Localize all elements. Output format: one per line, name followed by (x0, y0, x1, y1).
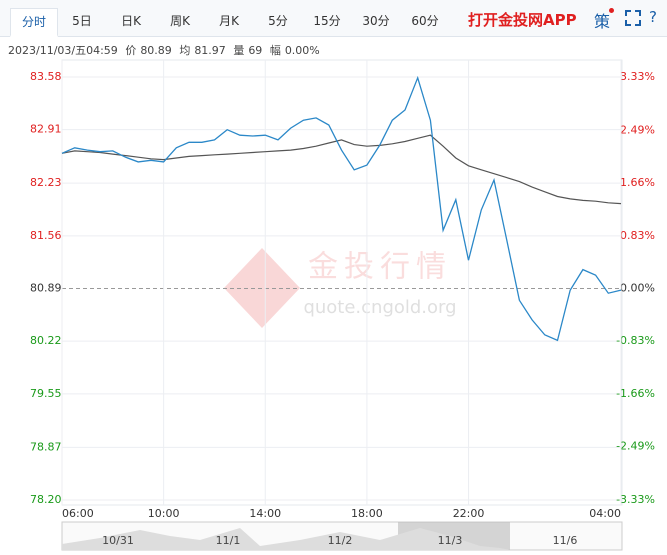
navigator-label: 11/6 (553, 534, 578, 547)
x-tick-label: 04:00 (589, 507, 621, 520)
tab[interactable]: 月K (219, 14, 239, 28)
y2-tick-label: -1.66% (616, 387, 655, 400)
y-tick-label: 82.91 (30, 123, 62, 136)
time: 2023/11/03/五04:59 (8, 44, 118, 57)
tab[interactable]: 5日 (72, 14, 92, 28)
price-line (61, 75, 622, 342)
x-tick-label: 06:00 (62, 507, 94, 520)
navigator-area (62, 528, 510, 550)
expand-button[interactable] (625, 10, 641, 26)
navigator-label: 11/3 (438, 534, 463, 547)
y2-tick-label: 0.00% (620, 282, 655, 295)
watermark-name: 金投行情 (308, 250, 452, 285)
navigator-label: 11/2 (328, 534, 353, 547)
x-tick-label: 14:00 (249, 507, 281, 520)
value: 0.00% (284, 44, 320, 57)
y2-tick-label: 3.33% (620, 70, 655, 83)
y-tick-label: 82.23 (30, 176, 62, 189)
tab[interactable]: 分时 (10, 8, 58, 37)
y2-tick-label: -2.49% (616, 440, 655, 453)
y-tick-label: 83.58 (30, 70, 62, 83)
x-tick-label: 10:00 (148, 507, 180, 520)
y-tick-label: 78.87 (30, 440, 62, 453)
label: 量 (233, 44, 245, 57)
navigator-label: 11/1 (216, 534, 241, 547)
navigator-label: 10/31 (102, 534, 134, 547)
y2-tick-label: 1.66% (620, 176, 655, 189)
strategy-button[interactable]: 策 (594, 12, 611, 31)
y2-tick-label: 0.83% (620, 229, 655, 242)
tab[interactable]: 60分 (411, 14, 439, 28)
tab-bar: 分时 5日 日K 周K 月K 5分 15分 30分 60分 (0, 0, 667, 37)
tab[interactable]: 5分 (268, 14, 288, 28)
value: 81.97 (194, 44, 226, 57)
tab[interactable]: 30分 (362, 14, 390, 28)
y2-tick-label: -3.33% (616, 493, 655, 506)
label: 均 (179, 44, 191, 57)
y-tick-label: 81.56 (30, 229, 62, 242)
y-tick-label: 80.89 (30, 282, 62, 295)
y-tick-label: 78.20 (30, 493, 62, 506)
info-line: 2023/11/03/五04:59 价 80.89 均 81.97 量 69 幅 0.0… (8, 42, 324, 58)
value: 69 (248, 44, 263, 57)
tab[interactable]: 15分 (313, 14, 341, 28)
value: 80.89 (140, 44, 172, 57)
x-tick-label: 18:00 (351, 507, 383, 520)
tab[interactable]: 周K (170, 14, 190, 28)
y2-tick-label: 2.49% (620, 123, 655, 136)
label: 幅 (269, 44, 281, 57)
y-tick-label: 80.22 (30, 334, 62, 347)
tab[interactable]: 日K (121, 14, 141, 28)
x-tick-label: 22:00 (453, 507, 485, 520)
price-line (61, 134, 622, 205)
help-button[interactable]: ? (649, 8, 657, 26)
y2-tick-label: -0.83% (616, 334, 655, 347)
app-link[interactable]: 打开金投网APP (468, 11, 577, 29)
label: 价 (125, 44, 137, 57)
watermark-url: quote.cngold.org (303, 297, 456, 318)
y-tick-label: 79.55 (30, 387, 62, 400)
notice-dot (609, 8, 614, 13)
